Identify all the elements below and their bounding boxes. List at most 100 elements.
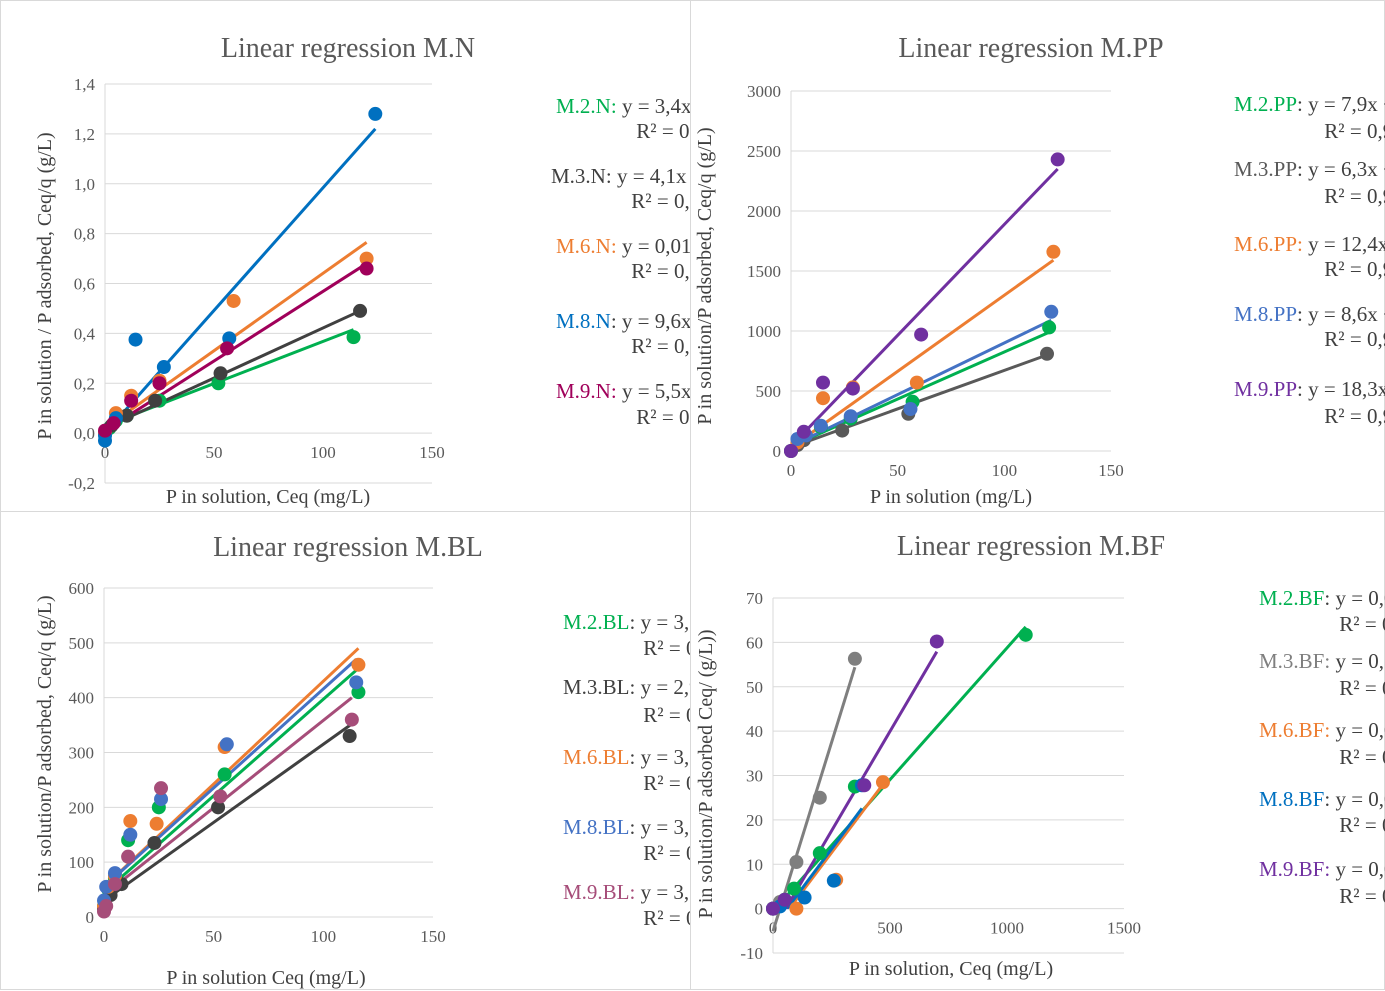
data-point-m-9-pp xyxy=(784,444,798,458)
y-tick-label: 0,8 xyxy=(74,225,95,244)
data-point-m-8-bl xyxy=(107,866,122,881)
data-point-m-3-pp xyxy=(1040,346,1054,361)
data-point-m-9-pp xyxy=(816,375,830,390)
equation-label: M.2.BL: y = 3,5x + 43,7 xyxy=(563,610,692,634)
trendline-m-2-bl xyxy=(103,669,358,894)
r-squared-label: R² = 0,90 xyxy=(643,841,692,865)
data-point-m-8-pp xyxy=(843,409,858,424)
equation-label: M.9.PP: y = 18,3x + 43,65 xyxy=(1234,377,1385,401)
x-tick-label: 1500 xyxy=(1107,919,1141,938)
data-point-m-2-pp xyxy=(1042,320,1057,335)
chart-panel-mn: Linear regression M.N -0,2 0,0 0,2 0,4 0,6 0,8… xyxy=(0,0,692,512)
trendline-m-6-bf xyxy=(788,783,885,910)
data-point-m-9-bf xyxy=(766,901,780,916)
r-squared-label: R² = 0,96 xyxy=(1324,327,1385,351)
trendline-m-3-bl xyxy=(103,721,355,902)
trendline-m-9-n xyxy=(104,262,368,432)
data-point-m-3-bf xyxy=(812,790,827,805)
data-point-m-9-n xyxy=(152,376,167,391)
equation-label: M.3.PP: y = 6,3x + 26,5 xyxy=(1234,157,1385,181)
y-tick-label: 1,4 xyxy=(74,75,96,94)
y-tick-label: 1,0 xyxy=(74,175,95,194)
chart-svg-mpp: Linear regression M.PP050010001500200025… xyxy=(694,33,1385,508)
r-squared-label: R² = 0,85 xyxy=(643,906,692,930)
x-tick-label: 150 xyxy=(419,443,445,462)
trendline-m-6-n xyxy=(104,241,368,430)
data-point-m-8-pp xyxy=(903,402,918,416)
trendline-m-8-n xyxy=(103,127,377,435)
data-point-m-9-pp xyxy=(914,327,929,342)
data-point-m-8-bl xyxy=(154,792,169,807)
r-squared-label: R² = 0,95 xyxy=(631,259,692,283)
trendline-m-2-pp xyxy=(790,330,1050,448)
data-point-m-8-n xyxy=(128,332,143,347)
y-tick-label: 0 xyxy=(755,900,764,919)
x-tick-label: 50 xyxy=(889,461,906,480)
y-tick-label: -10 xyxy=(740,944,763,963)
r-squared-label: R² = 0,98 xyxy=(1324,119,1385,143)
y-tick-label: 1500 xyxy=(747,262,781,281)
data-point-m-6-pp xyxy=(1046,244,1061,259)
data-point-m-9-n xyxy=(106,416,121,431)
data-point-m-9-bl xyxy=(213,789,228,804)
y-tick-label: 500 xyxy=(756,382,782,401)
data-point-m-3-bl xyxy=(211,800,226,815)
equation-label: M.8.BF: y = 0,07x - 4,0 xyxy=(1259,787,1385,811)
r-squared-label: R² = 0,94 xyxy=(631,334,692,358)
y-axis-label: P in solution/P adsorbed Ceq/ (g/L)) xyxy=(695,629,717,918)
data-point-m-9-bf xyxy=(857,778,872,793)
data-point-m-6-n xyxy=(226,293,241,308)
r-squared-label: R² = 0,92 xyxy=(1339,745,1385,769)
r-squared-label: R² = 0,98 xyxy=(636,119,692,143)
data-point-m-2-bf xyxy=(812,846,827,861)
data-point-m-9-bl xyxy=(344,712,359,727)
equation-label: M.3.N: y = 4,1x + 15,2 xyxy=(551,164,692,188)
trendline-m-2-bf xyxy=(771,625,1027,913)
chart-panel-mpp: Linear regression M.PP 0 500 1000 1500 2000 25… xyxy=(690,0,1385,512)
x-tick-label: 150 xyxy=(1098,461,1124,480)
x-tick-label: 50 xyxy=(205,927,222,946)
data-point-m-8-bf xyxy=(826,873,841,888)
y-axis-label: P in solution/P adsorbed, Ceq/q (g/L) xyxy=(694,127,716,424)
chart-svg-mbl: Linear regression M.BL010020030040050060… xyxy=(34,532,692,989)
data-point-m-8-bf xyxy=(797,890,812,905)
y-tick-label: 200 xyxy=(69,798,95,817)
data-point-m-8-bl xyxy=(349,675,364,690)
y-tick-label: 50 xyxy=(746,678,763,697)
equation-label: M.2.N: y = 3,4x + 10,81 xyxy=(556,94,692,118)
data-point-m-8-bl xyxy=(123,827,138,842)
data-point-m-6-bl xyxy=(351,657,366,672)
equation-label: M.8.N: y = 9,6x + 19,9 xyxy=(556,309,692,333)
y-axis-label: P in solution/P adsorbed, Ceq/q (g/L) xyxy=(34,595,56,892)
data-point-m-9-bl xyxy=(99,899,114,914)
y-tick-label: 2000 xyxy=(747,202,781,221)
y-tick-label: 400 xyxy=(69,689,95,708)
chart-svg-mn: Linear regression M.N -0,2 0,0 0,2 0,4 0,6 0,8… xyxy=(34,33,692,508)
r-squared-label: R² = 0,98 xyxy=(636,405,692,429)
r-squared-label: R² = 0,99 xyxy=(1339,884,1385,908)
chart-panel-mbl: Linear regression M.BL 0 100 200 300 400 500 60… xyxy=(0,511,692,990)
data-point-m-2-n xyxy=(346,330,361,345)
r-squared-label: R² = 0,95 xyxy=(1324,257,1385,281)
equation-label: M.3.BF: y = 0,17x - 5,1 xyxy=(1259,649,1385,673)
x-tick-label: 0 xyxy=(100,927,109,946)
data-point-m-8-n xyxy=(368,106,383,121)
data-point-m-3-n xyxy=(119,408,134,423)
equation-label: M.6.N: y = 0,01x + 0,05 xyxy=(556,234,692,258)
y-tick-label: 300 xyxy=(69,744,95,763)
r-squared-label: R² = 0,95 xyxy=(643,703,692,727)
x-tick-label: 100 xyxy=(311,927,337,946)
y-tick-label: 500 xyxy=(69,634,95,653)
chart-title: Linear regression M.BF xyxy=(897,531,1165,562)
data-point-m-8-n xyxy=(156,360,171,375)
data-point-m-2-bf xyxy=(787,881,802,896)
y-tick-label: -0,2 xyxy=(68,474,95,493)
x-tick-label: 0 xyxy=(787,461,796,480)
x-axis-label: P in solution, Ceq (mg/L) xyxy=(166,486,370,508)
equation-label: M.2.BF: y = 0,06x - 0,6 xyxy=(1259,586,1385,610)
data-point-m-6-bf xyxy=(789,901,804,916)
data-point-m-8-pp xyxy=(813,418,828,433)
data-point-m-3-n xyxy=(148,393,163,408)
equation-label: M.2.PP: y = 7,9x + 37,1 xyxy=(1234,92,1385,116)
x-tick-label: 0 xyxy=(101,443,110,462)
